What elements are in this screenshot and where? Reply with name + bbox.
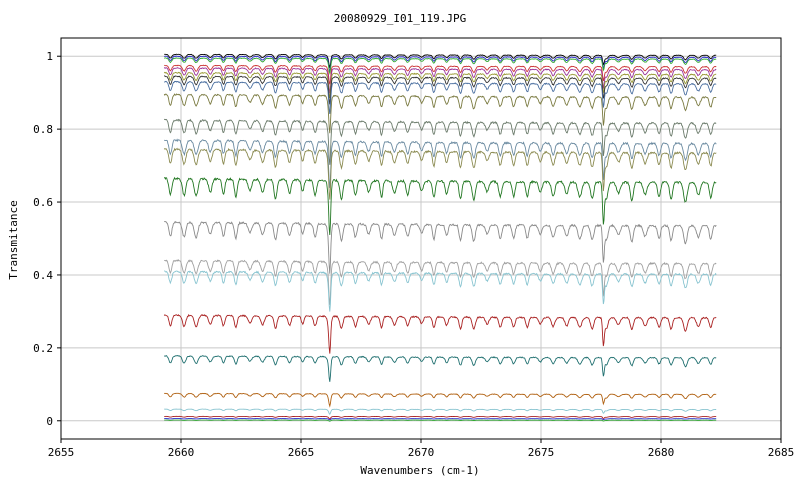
series-line-16 [164,270,717,312]
series-line-9 [163,93,717,134]
series-line-1 [164,53,717,69]
series-line-6 [163,71,717,99]
series-line-11 [164,138,717,188]
series-group [163,53,717,422]
x-axis-label: Wavenumbers (cm-1) [360,464,479,477]
series-line-21 [164,415,717,420]
series-line-8 [164,80,717,115]
series-line-7 [163,75,717,105]
y-tick-label: 0.6 [33,196,53,209]
series-line-18 [163,355,717,382]
x-tick-label: 2655 [48,446,75,459]
y-tick-label: 0.8 [33,123,53,136]
series-line-13 [163,176,717,236]
series-line-12 [163,147,717,200]
series-line-22 [164,418,717,421]
series-line-15 [164,259,717,305]
grid [60,38,782,439]
chart-title: 20080929_I01_119.JPG [334,12,466,25]
series-line-10 [163,118,717,165]
x-tick-label: 2680 [648,446,675,459]
y-tick-label: 0.2 [33,342,53,355]
series-line-23 [164,419,717,422]
ticks: 2655 2660 2665 2670 2675 2680 2685 0 0.2 0.4 0.6 0.… [33,50,794,459]
series-line-20 [164,408,717,415]
y-tick-label: 0 [46,415,53,428]
y-axis-label: Transmitance [7,200,20,279]
x-tick-label: 2685 [768,446,795,459]
series-line-3 [164,57,717,76]
y-tick-label: 1 [46,50,53,63]
x-tick-label: 2675 [528,446,555,459]
series-line-19 [164,392,717,408]
y-tick-label: 0.4 [33,269,53,282]
series-line-2 [164,55,717,72]
series-line-17 [163,313,717,354]
x-tick-label: 2660 [168,446,195,459]
x-tick-label: 2670 [408,446,435,459]
series-line-14 [164,220,717,274]
series-line-4 [164,64,717,85]
series-line-5 [163,66,717,94]
x-tick-label: 2665 [288,446,315,459]
